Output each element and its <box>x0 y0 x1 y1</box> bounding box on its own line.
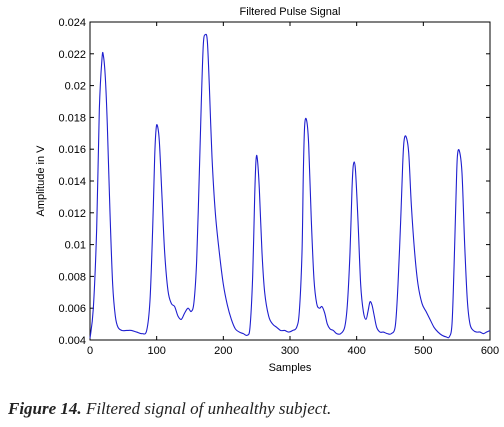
x-tick-label: 500 <box>414 345 432 357</box>
x-tick-label: 300 <box>281 345 299 357</box>
y-tick-label: 0.006 <box>58 303 86 315</box>
chart-title: Filtered Pulse Signal <box>240 6 341 18</box>
figure-number: Figure 14. <box>8 399 82 418</box>
y-tick-label: 0.004 <box>58 335 86 347</box>
y-tick-label: 0.016 <box>58 144 86 156</box>
y-tick-label: 0.012 <box>58 208 86 220</box>
y-tick-label: 0.018 <box>58 112 86 124</box>
x-tick-label: 600 <box>481 345 499 357</box>
y-tick-label: 0.01 <box>65 240 86 252</box>
y-axis-label: Amplitude in V <box>35 145 47 217</box>
y-tick-label: 0.008 <box>58 271 86 283</box>
x-tick-label: 400 <box>347 345 365 357</box>
x-tick-label: 0 <box>87 345 93 357</box>
x-tick-label: 200 <box>214 345 232 357</box>
axis-ticks: 0 100 200 300 400 500 600 0.004 0.006 0.008 0.01 0.… <box>58 17 499 357</box>
figure-caption-text: Filtered signal of unhealthy subject. <box>85 399 332 418</box>
x-axis-label: Samples <box>269 362 312 374</box>
x-tick-label: 100 <box>147 345 165 357</box>
y-tick-label: 0.02 <box>65 81 86 93</box>
chart: Filtered Pulse Signal Samples Amplitude … <box>35 6 499 374</box>
plot-area <box>89 21 491 341</box>
y-tick-label: 0.024 <box>58 17 86 29</box>
figure-caption: Figure 14. Filtered signal of unhealthy … <box>8 399 331 419</box>
signal-line <box>89 33 491 339</box>
y-tick-label: 0.014 <box>58 176 86 188</box>
y-tick-label: 0.022 <box>58 49 86 61</box>
